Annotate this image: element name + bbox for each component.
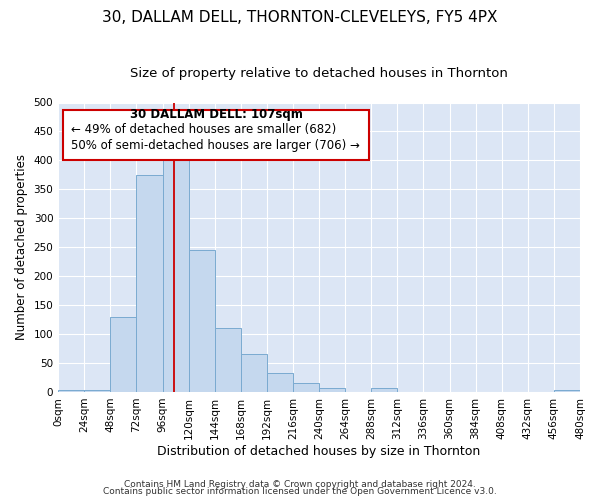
Bar bbox=[136, 175, 163, 392]
Bar bbox=[215, 328, 241, 392]
Bar bbox=[267, 374, 293, 392]
Bar bbox=[110, 316, 136, 392]
Bar bbox=[293, 382, 319, 392]
Bar bbox=[58, 390, 84, 392]
Bar bbox=[163, 152, 188, 392]
Bar bbox=[188, 250, 215, 392]
X-axis label: Distribution of detached houses by size in Thornton: Distribution of detached houses by size … bbox=[157, 444, 481, 458]
Bar bbox=[319, 388, 345, 392]
Bar bbox=[554, 390, 580, 392]
Text: ← 49% of detached houses are smaller (682): ← 49% of detached houses are smaller (68… bbox=[71, 124, 337, 136]
Text: Contains public sector information licensed under the Open Government Licence v3: Contains public sector information licen… bbox=[103, 487, 497, 496]
Bar bbox=[371, 388, 397, 392]
Text: 30 DALLAM DELL: 107sqm: 30 DALLAM DELL: 107sqm bbox=[130, 108, 302, 122]
Title: Size of property relative to detached houses in Thornton: Size of property relative to detached ho… bbox=[130, 68, 508, 80]
Text: 30, DALLAM DELL, THORNTON-CLEVELEYS, FY5 4PX: 30, DALLAM DELL, THORNTON-CLEVELEYS, FY5… bbox=[102, 10, 498, 25]
Y-axis label: Number of detached properties: Number of detached properties bbox=[15, 154, 28, 340]
Text: 50% of semi-detached houses are larger (706) →: 50% of semi-detached houses are larger (… bbox=[71, 138, 360, 151]
Bar bbox=[241, 354, 267, 392]
FancyBboxPatch shape bbox=[64, 110, 368, 160]
Bar bbox=[84, 390, 110, 392]
Text: Contains HM Land Registry data © Crown copyright and database right 2024.: Contains HM Land Registry data © Crown c… bbox=[124, 480, 476, 489]
